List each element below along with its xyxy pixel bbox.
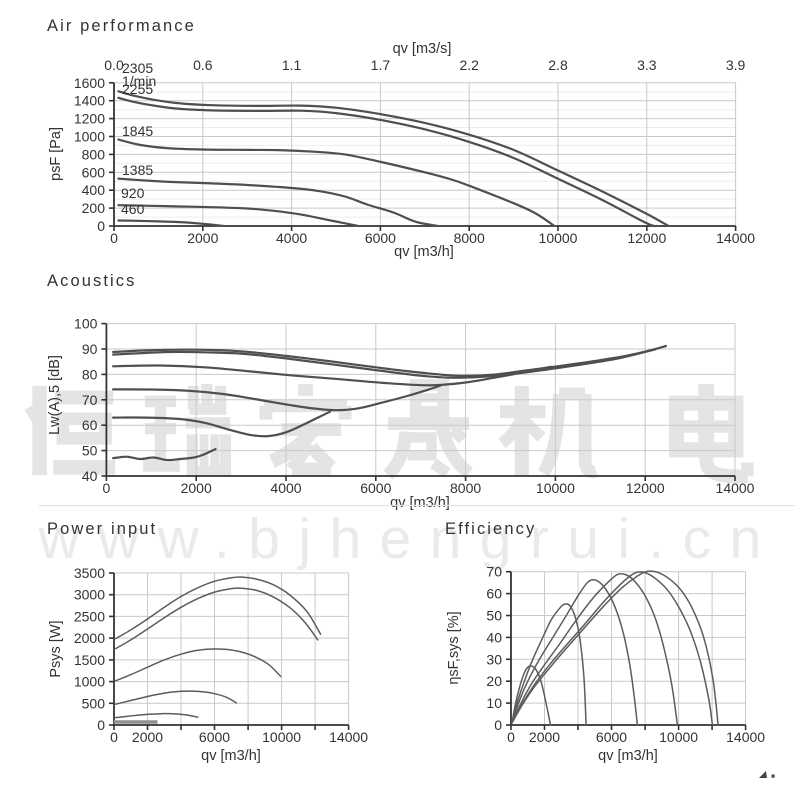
- svg-text:600: 600: [82, 164, 106, 180]
- svg-text:200: 200: [82, 200, 106, 216]
- svg-text:14000: 14000: [716, 480, 755, 496]
- svg-text:0: 0: [103, 480, 111, 496]
- svg-text:1845: 1845: [122, 123, 153, 139]
- svg-text:Efficiency: Efficiency: [445, 520, 536, 538]
- svg-text:qv [m3/s]: qv [m3/s]: [393, 41, 452, 57]
- svg-text:Acoustics: Acoustics: [47, 272, 137, 290]
- svg-text:10000: 10000: [262, 729, 301, 745]
- svg-text:0.0: 0.0: [104, 57, 124, 73]
- svg-text:12000: 12000: [626, 480, 665, 496]
- svg-text:30: 30: [486, 651, 502, 667]
- svg-text:Power input: Power input: [47, 520, 157, 538]
- svg-text:ηsF,sys [%]: ηsF,sys [%]: [446, 611, 462, 684]
- svg-text:460: 460: [121, 201, 145, 217]
- svg-text:6000: 6000: [365, 230, 396, 246]
- svg-text:3.3: 3.3: [637, 57, 657, 73]
- svg-text:70: 70: [82, 392, 98, 408]
- svg-text:2.2: 2.2: [459, 57, 479, 73]
- svg-text:0: 0: [507, 729, 515, 745]
- svg-text:60: 60: [486, 586, 502, 602]
- svg-text:qv [m3/h]: qv [m3/h]: [394, 244, 454, 260]
- svg-text:4000: 4000: [270, 480, 301, 496]
- svg-text:www.bjhengrui.cn: www.bjhengrui.cn: [38, 507, 780, 571]
- svg-text:2000: 2000: [181, 480, 212, 496]
- svg-text:0: 0: [97, 717, 105, 733]
- svg-text:3500: 3500: [74, 565, 105, 581]
- svg-text:10000: 10000: [659, 729, 698, 745]
- svg-text:920: 920: [121, 185, 145, 201]
- svg-text:2000: 2000: [187, 230, 218, 246]
- svg-text:2255: 2255: [122, 81, 153, 97]
- svg-text:qv [m3/h]: qv [m3/h]: [390, 495, 450, 511]
- svg-text:0: 0: [97, 218, 105, 234]
- svg-text:0: 0: [494, 717, 502, 733]
- svg-text:3000: 3000: [74, 587, 105, 603]
- svg-text:6000: 6000: [596, 729, 627, 745]
- svg-text:1200: 1200: [74, 111, 105, 127]
- svg-text:10000: 10000: [539, 230, 578, 246]
- svg-text:500: 500: [82, 695, 106, 711]
- svg-text:qv [m3/h]: qv [m3/h]: [201, 748, 261, 764]
- svg-text:1600: 1600: [74, 75, 105, 91]
- svg-text:Psys [W]: Psys [W]: [48, 620, 64, 677]
- svg-text:1500: 1500: [74, 652, 105, 668]
- svg-text:1.1: 1.1: [282, 57, 302, 73]
- svg-text:qv [m3/h]: qv [m3/h]: [598, 748, 658, 764]
- svg-text:90: 90: [82, 341, 98, 357]
- svg-text:2000: 2000: [74, 630, 105, 646]
- svg-text:800: 800: [82, 146, 106, 162]
- svg-text:2500: 2500: [74, 608, 105, 624]
- svg-text:20: 20: [486, 673, 502, 689]
- svg-text:40: 40: [486, 629, 502, 645]
- svg-text:12000: 12000: [627, 230, 666, 246]
- svg-text:400: 400: [82, 182, 106, 198]
- svg-text:psF [Pa]: psF [Pa]: [48, 127, 64, 181]
- svg-text:1385: 1385: [122, 162, 153, 178]
- svg-text:50: 50: [82, 443, 98, 459]
- svg-text:3.9: 3.9: [726, 57, 746, 73]
- svg-text:14000: 14000: [716, 230, 755, 246]
- svg-text:2000: 2000: [132, 729, 163, 745]
- svg-text:14000: 14000: [329, 729, 368, 745]
- svg-text:6000: 6000: [360, 480, 391, 496]
- svg-text:0: 0: [110, 230, 118, 246]
- svg-text:80: 80: [82, 366, 98, 382]
- svg-text:1000: 1000: [74, 129, 105, 145]
- svg-text:1000: 1000: [74, 674, 105, 690]
- svg-text:Air performance: Air performance: [47, 17, 196, 35]
- svg-text:1400: 1400: [74, 93, 105, 109]
- svg-text:4000: 4000: [276, 230, 307, 246]
- svg-text:0: 0: [110, 729, 118, 745]
- svg-text:8000: 8000: [450, 480, 481, 496]
- svg-text:2000: 2000: [529, 729, 560, 745]
- svg-text:14000: 14000: [726, 729, 765, 745]
- svg-text:Lw(A),5 [dB]: Lw(A),5 [dB]: [47, 355, 63, 435]
- svg-text:2305: 2305: [122, 60, 153, 76]
- svg-text:6000: 6000: [199, 729, 230, 745]
- svg-text:1.7: 1.7: [371, 57, 391, 73]
- svg-text:8000: 8000: [454, 230, 485, 246]
- svg-text:0.6: 0.6: [193, 57, 213, 73]
- svg-text:1/min: 1/min: [122, 73, 156, 89]
- svg-text:40: 40: [82, 468, 98, 484]
- svg-text:60: 60: [82, 417, 98, 433]
- svg-text:10: 10: [486, 695, 502, 711]
- svg-text:70: 70: [486, 564, 502, 580]
- svg-text:50: 50: [486, 608, 502, 624]
- svg-text:10000: 10000: [536, 480, 575, 496]
- svg-text:100: 100: [74, 316, 98, 332]
- svg-text:2.8: 2.8: [548, 57, 568, 73]
